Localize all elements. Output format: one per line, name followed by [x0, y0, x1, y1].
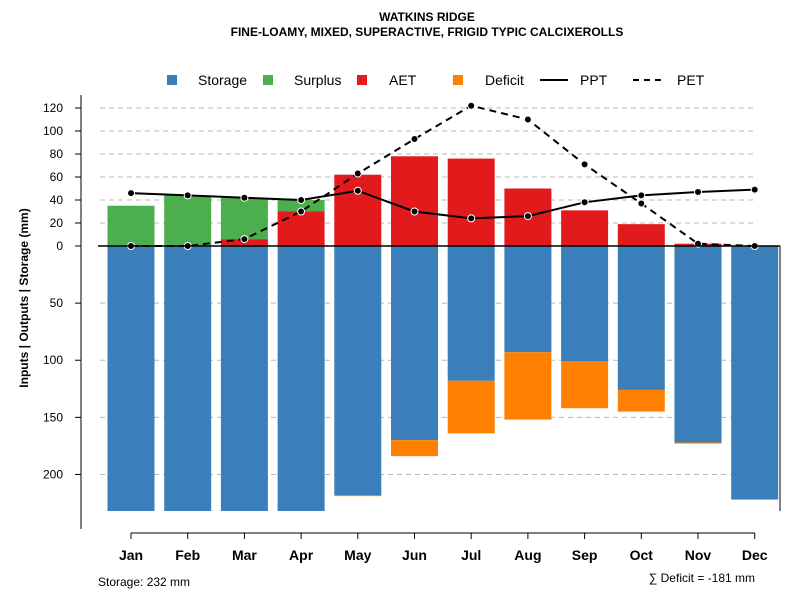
x-tick-label-jan: Jan [119, 547, 143, 563]
y-tick-label-lower: 200 [43, 467, 63, 481]
bar-storage-aug [504, 246, 552, 353]
bar-storage-may [334, 246, 382, 496]
point-pet-jul [467, 101, 476, 110]
bar-storage-jul [447, 246, 495, 381]
legend-swatch-storage [167, 75, 177, 85]
bar-deficit-nov [674, 442, 722, 444]
x-tick-label-may: May [344, 547, 371, 563]
bar-storage-oct [617, 246, 665, 390]
chart-title: WATKINS RIDGE [379, 10, 475, 24]
point-ppt-mar [240, 193, 249, 202]
point-pet-may [353, 169, 362, 178]
line-pet [131, 104, 755, 247]
point-pet-mar [240, 235, 249, 244]
bar-storage-sep [561, 246, 609, 362]
point-pet-jun [410, 135, 419, 144]
bar-deficit-may [334, 495, 382, 497]
axes: 0 20 40 60 80 100 120 50 100 150 200 Jan Feb Mar Apr Ma… [43, 95, 781, 563]
legend-swatch-surplus [263, 75, 273, 85]
footer-deficit: ∑ Deficit = -181 mm [649, 571, 755, 585]
bar-storage-apr [277, 246, 325, 511]
x-tick-label-mar: Mar [232, 547, 257, 563]
bar-storage-jan [107, 246, 155, 511]
bar-deficit-oct [617, 389, 665, 412]
point-ppt-jun [410, 207, 419, 216]
chart-subtitle: FINE-LOAMY, MIXED, SUPERACTIVE, FRIGID T… [231, 25, 624, 39]
y-tick-label-upper: 100 [43, 124, 63, 138]
y-tick-label-upper: 60 [50, 170, 64, 184]
bar-storage-jun [391, 246, 438, 441]
y-tick-label-upper: 0 [56, 239, 63, 253]
series-lines [127, 101, 759, 250]
x-tick-label-oct: Oct [630, 547, 654, 563]
point-pet-sep [580, 160, 589, 169]
bar-aet-sep [561, 210, 609, 246]
bar-storage-feb [164, 246, 212, 511]
bar-aet-jun [391, 156, 438, 246]
y-tick-label-upper: 40 [50, 193, 64, 207]
bar-storage-nov [674, 246, 722, 443]
legend-swatch-deficit [453, 75, 463, 85]
point-ppt-oct [637, 191, 646, 200]
point-ppt-sep [580, 198, 589, 207]
point-pet-oct [637, 199, 646, 208]
bar-storage-mar [220, 246, 268, 511]
bar-deficit-aug [504, 352, 552, 420]
point-ppt-aug [523, 212, 532, 221]
point-pet-apr [297, 207, 306, 216]
point-ppt-jul [467, 214, 476, 223]
point-ppt-apr [297, 196, 306, 204]
bar-storage-dec [731, 246, 779, 500]
point-ppt-feb [183, 191, 192, 200]
legend-label-deficit: Deficit [485, 72, 524, 88]
legend-label-pet: PET [677, 72, 705, 88]
x-tick-label-sep: Sep [572, 547, 598, 563]
x-tick-label-aug: Aug [514, 547, 541, 563]
point-pet-aug [523, 115, 532, 124]
bar-deficit-sep [561, 361, 609, 409]
point-ppt-jan [127, 189, 135, 198]
x-tick-label-jun: Jun [402, 547, 427, 563]
legend-label-aet: AET [389, 72, 417, 88]
bars [107, 156, 779, 511]
point-ppt-nov [694, 187, 702, 196]
y-tick-label-lower: 50 [50, 296, 64, 310]
bar-surplus-feb [164, 195, 212, 246]
point-ppt-may [353, 186, 362, 195]
legend-swatch-aet [357, 75, 367, 85]
bar-deficit-jun [391, 440, 438, 457]
y-tick-label-upper: 120 [43, 101, 63, 115]
legend-label-surplus: Surplus [294, 72, 341, 88]
bar-surplus-apr [277, 200, 325, 212]
x-tick-label-feb: Feb [175, 547, 200, 563]
x-tick-label-apr: Apr [289, 547, 314, 563]
bar-aet-jul [447, 158, 495, 246]
legend: Storage Surplus AET Deficit PPT PET [167, 72, 705, 88]
x-tick-label-nov: Nov [685, 547, 712, 563]
y-tick-label-lower: 100 [43, 353, 63, 367]
legend-label-ppt: PPT [580, 72, 608, 88]
x-tick-label-jul: Jul [461, 547, 481, 563]
bar-aet-may [334, 174, 382, 246]
bar-aet-apr [277, 211, 325, 246]
x-tick-label-dec: Dec [742, 547, 768, 563]
footer-storage: Storage: 232 mm [98, 575, 190, 589]
y-tick-label-upper: 20 [50, 216, 64, 230]
bar-aet-oct [617, 224, 665, 246]
point-ppt-dec [750, 185, 759, 194]
y-axis-label: Inputs | Outputs | Storage (mm) [17, 208, 31, 387]
y-tick-label-upper: 80 [50, 147, 64, 161]
y-tick-label-lower: 150 [43, 410, 63, 424]
bar-surplus-mar [220, 197, 268, 240]
bar-deficit-jul [447, 380, 495, 434]
legend-label-storage: Storage [198, 72, 247, 88]
bar-surplus-jan [107, 205, 155, 246]
line-ppt [130, 188, 755, 220]
